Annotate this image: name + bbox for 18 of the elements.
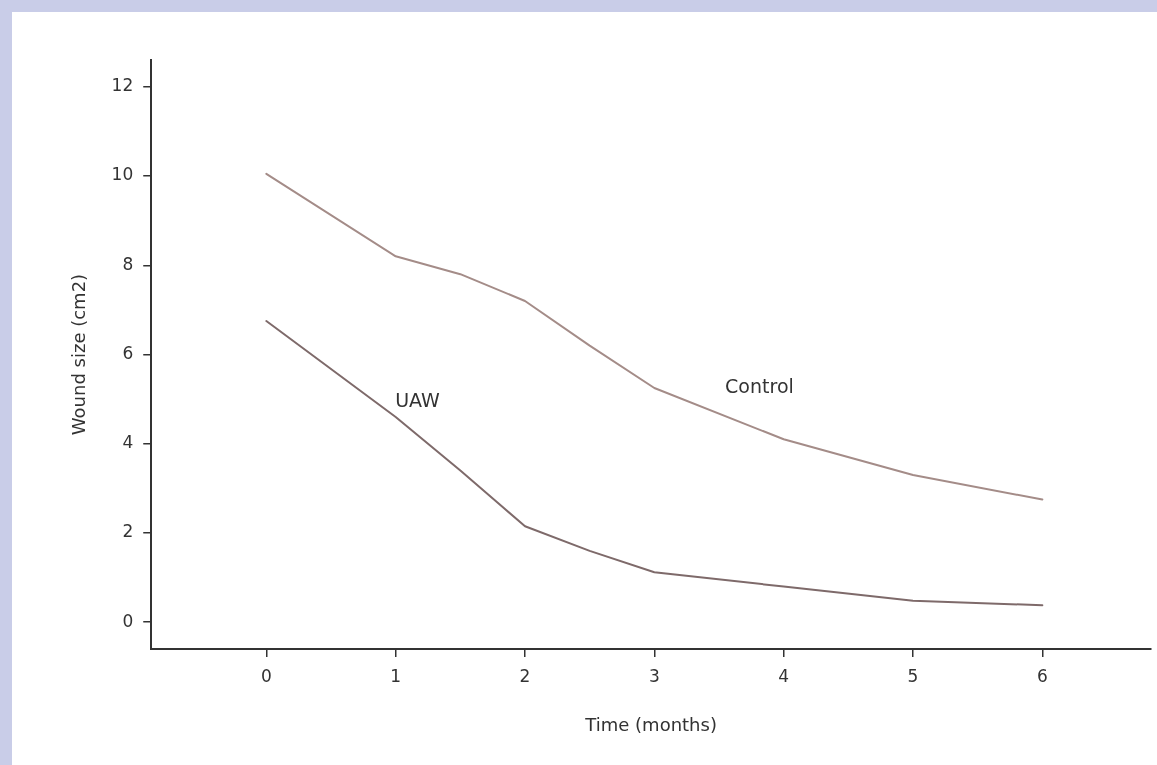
x-axis-title: Time (months) — [584, 713, 717, 735]
y-tick-label: 6 — [122, 342, 134, 363]
y-axis-title: Wound size (cm2) — [68, 273, 90, 436]
y-tick-label: 4 — [122, 432, 134, 453]
series-label: Control — [725, 375, 794, 398]
x-tick-label: 2 — [519, 665, 531, 686]
y-tick-label: 8 — [122, 253, 134, 274]
y-tick-label: 0 — [122, 610, 134, 631]
x-tick-label: 4 — [778, 665, 790, 686]
y-tick-label: 12 — [111, 75, 134, 96]
x-tick-label: 6 — [1036, 665, 1048, 686]
series-label: UAW — [395, 389, 441, 412]
x-tick-label: 1 — [390, 665, 402, 686]
x-tick-label: 3 — [648, 665, 660, 686]
x-tick-label: 0 — [260, 665, 272, 686]
y-tick-label: 10 — [111, 164, 134, 185]
x-tick-label: 5 — [907, 665, 919, 686]
y-tick-label: 2 — [122, 521, 134, 542]
